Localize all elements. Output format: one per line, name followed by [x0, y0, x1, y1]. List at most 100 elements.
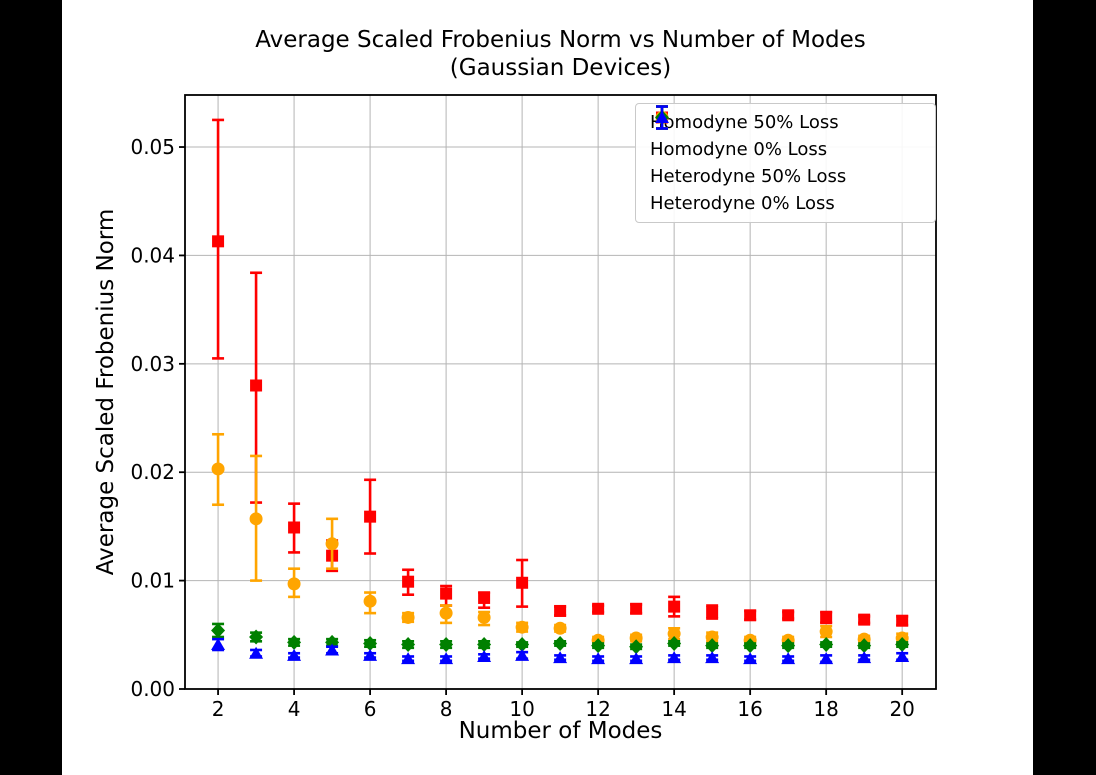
x-tick-label: 20 [889, 697, 914, 721]
marker-circle [325, 537, 339, 551]
marker-triangle [553, 651, 568, 664]
marker-square [858, 613, 871, 626]
marker-square [782, 609, 795, 622]
marker-triangle [439, 652, 454, 665]
marker-square [212, 235, 225, 248]
marker-square [478, 591, 491, 604]
marker-circle [401, 610, 415, 624]
marker-triangle [287, 648, 302, 661]
marker-triangle [857, 651, 872, 664]
marker-diamond [857, 638, 872, 654]
marker-diamond [743, 638, 758, 654]
marker-square [250, 379, 263, 392]
letterbox-left [0, 0, 62, 775]
marker-circle [629, 631, 643, 645]
marker-triangle [401, 652, 416, 665]
marker-diamond [553, 635, 568, 651]
marker-diamond [249, 629, 264, 645]
marker-circle [287, 577, 301, 591]
marker-circle [249, 512, 263, 526]
legend-item: Heterodyne 50% Loss [636, 105, 935, 190]
marker-triangle [211, 638, 226, 651]
marker-circle [515, 620, 529, 634]
marker-diamond [401, 637, 416, 653]
marker-square [668, 600, 681, 613]
marker-triangle [743, 652, 758, 665]
marker-triangle [249, 646, 264, 659]
marker-triangle [591, 652, 606, 665]
x-tick-label: 18 [813, 697, 838, 721]
marker-triangle [477, 649, 492, 662]
marker-square [896, 614, 909, 627]
legend-item: Homodyne 0% Loss [636, 105, 935, 163]
x-tick-label: 2 [212, 697, 225, 721]
marker-diamond [591, 638, 606, 654]
y-tick-label: 0.04 [130, 243, 175, 267]
marker-triangle [895, 649, 910, 662]
y-tick-label: 0.00 [130, 677, 175, 701]
marker-triangle [655, 111, 669, 123]
plot-border [184, 94, 937, 690]
legend-label: Homodyne 0% Loss [650, 139, 828, 160]
y-tick-label: 0.01 [130, 569, 175, 593]
x-tick-label: 10 [509, 697, 534, 721]
marker-diamond [515, 637, 530, 653]
legend-item: Heterodyne 0% Loss [636, 105, 935, 217]
series-triangle [211, 637, 910, 665]
x-tick-label: 14 [661, 697, 686, 721]
chart-subtitle: (Gaussian Devices) [449, 55, 672, 81]
marker-triangle [819, 652, 834, 665]
marker-square [630, 602, 643, 615]
legend-label: Heterodyne 50% Loss [650, 166, 847, 187]
marker-diamond [819, 637, 834, 653]
marker-square [440, 587, 453, 600]
marker-square [744, 609, 757, 622]
marker-diamond [211, 622, 226, 638]
marker-triangle [363, 648, 378, 661]
marker-diamond [629, 639, 644, 655]
x-tick-label: 6 [364, 697, 377, 721]
marker-triangle [325, 643, 340, 656]
marker-circle [705, 630, 719, 644]
marker-square [288, 521, 301, 534]
plot-canvas: 2 4 6 8 10 12 14 16 18 20 0.00 0.01 0.02 0.03 0.04 0.05 [130, 94, 937, 721]
marker-square [364, 510, 377, 523]
legend-label: Homodyne 50% Loss [650, 112, 839, 133]
marker-circle [439, 606, 453, 620]
marker-square [554, 604, 567, 617]
chart-title: Average Scaled Frobenius Norm vs Number … [255, 27, 866, 53]
legend-label: Heterodyne 0% Loss [650, 193, 835, 214]
x-axis-label: Number of Modes [458, 718, 663, 744]
marker-diamond [477, 637, 492, 653]
marker-circle [553, 621, 567, 635]
x-tick-label: 12 [585, 697, 610, 721]
x-tick-label: 16 [737, 697, 762, 721]
legend-marker-triangle [655, 105, 669, 130]
marker-square [592, 602, 605, 615]
marker-square [516, 576, 529, 589]
marker-triangle [781, 652, 796, 665]
marker-diamond [781, 638, 796, 654]
marker-square [706, 606, 719, 619]
marker-circle [363, 594, 377, 608]
marker-diamond [363, 635, 378, 651]
y-tick-label: 0.03 [130, 352, 175, 376]
marker-circle [819, 625, 833, 639]
letterbox-right [1033, 0, 1096, 775]
legend: Homodyne 50% Loss Homodyne 0% Loss Heterod… [635, 103, 936, 223]
marker-diamond [895, 637, 910, 653]
marker-circle [667, 627, 681, 641]
marker-diamond [287, 634, 302, 650]
figure: Average Scaled Frobenius Norm vs Number … [62, 0, 1033, 775]
marker-triangle [667, 651, 682, 664]
marker-triangle [629, 652, 644, 665]
marker-diamond [667, 635, 682, 651]
marker-triangle [705, 651, 720, 664]
marker-square [820, 611, 833, 624]
marker-square [402, 575, 415, 588]
marker-diamond [439, 637, 454, 653]
x-tick-label: 4 [288, 697, 301, 721]
marker-circle [477, 610, 491, 624]
x-tick-label: 8 [440, 697, 453, 721]
